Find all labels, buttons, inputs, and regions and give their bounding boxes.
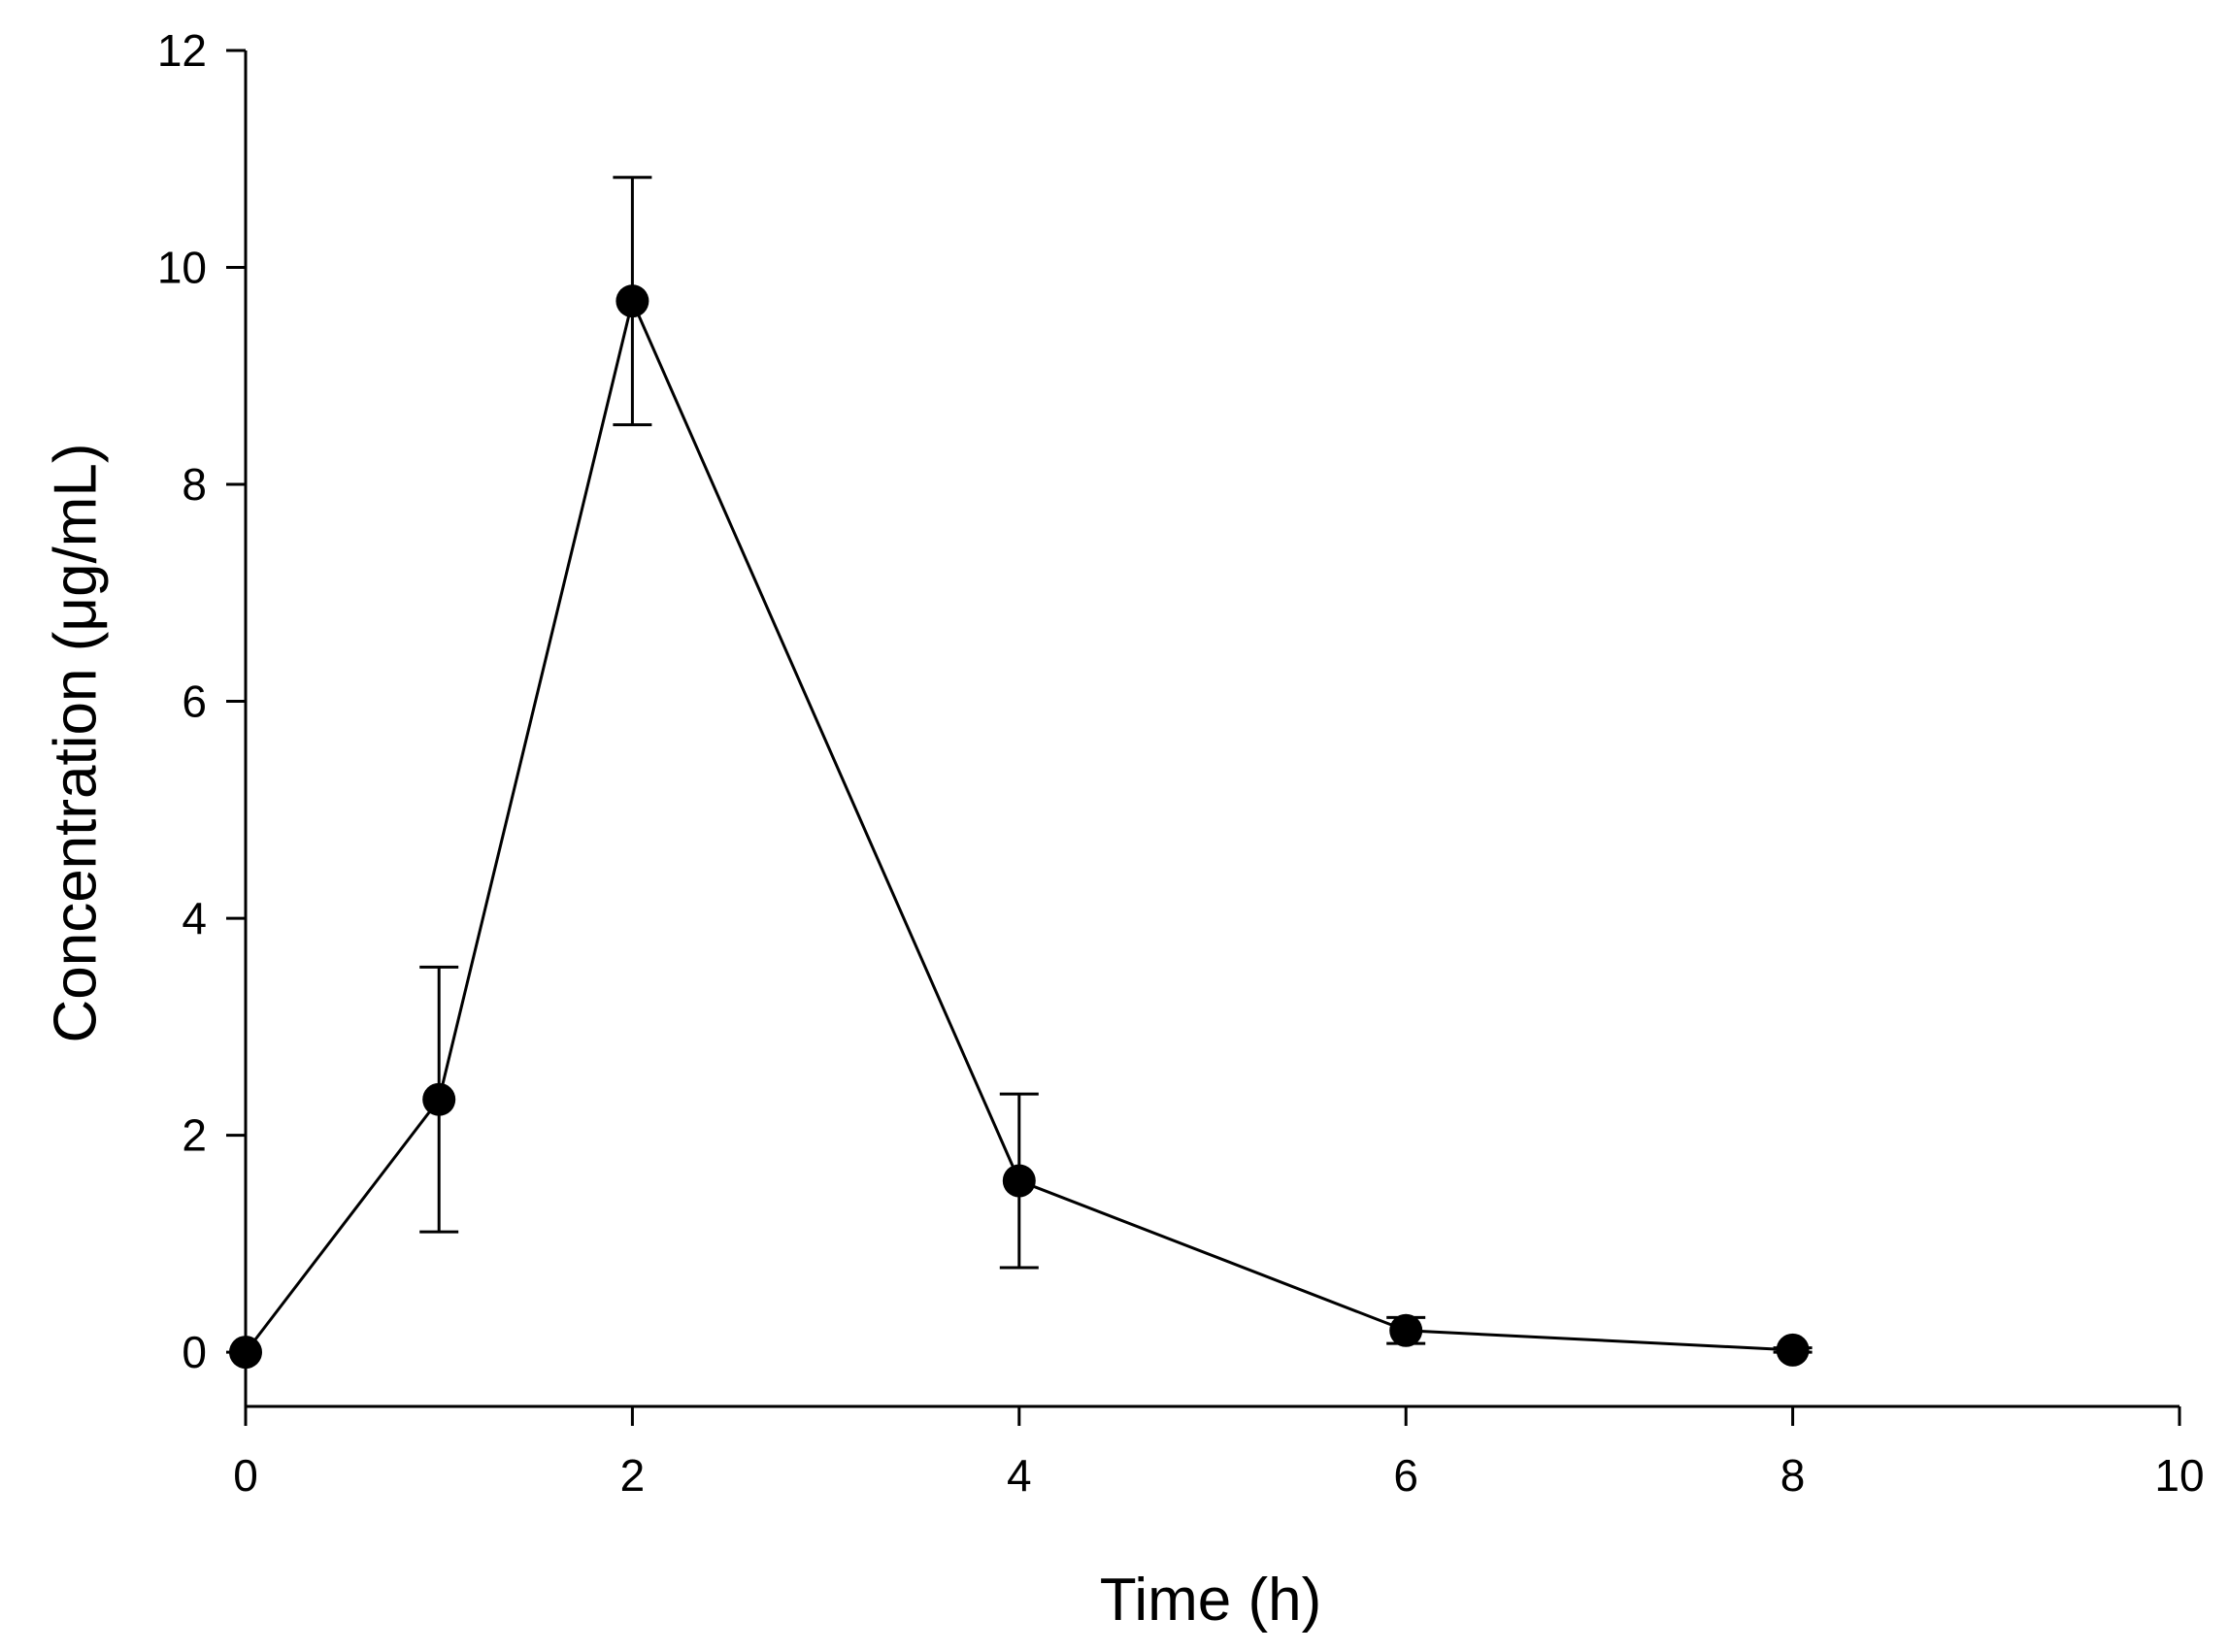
- data-point: [1776, 1333, 1810, 1367]
- x-tick-label: 8: [1780, 1450, 1806, 1501]
- axes: [244, 50, 2179, 1408]
- x-tick-label: 0: [233, 1450, 258, 1501]
- x-tick-label: 2: [620, 1450, 646, 1501]
- data-point: [422, 1082, 456, 1116]
- x-axis-title: Time (h): [1100, 1567, 1321, 1634]
- x-tick-label: 4: [1007, 1450, 1032, 1501]
- series-line: [244, 296, 1793, 1354]
- data-point: [1389, 1313, 1423, 1347]
- y-tick-label: 4: [182, 893, 207, 943]
- y-tick-label: 10: [157, 243, 207, 293]
- y-tick-label: 6: [182, 677, 207, 727]
- data-point: [615, 284, 649, 318]
- data-point: [1002, 1164, 1036, 1198]
- data-point: [229, 1336, 262, 1370]
- y-tick-label: 12: [157, 25, 207, 76]
- y-tick-label: 2: [182, 1110, 207, 1161]
- y-tick-label: 0: [182, 1327, 207, 1377]
- y-ticks: 0 2 4 6 8 10 12: [157, 25, 246, 1377]
- y-axis-title: Concentration (μg/mL): [42, 443, 109, 1042]
- series-group: [229, 176, 1813, 1370]
- x-ticks: 0 2 4 6 8 10: [233, 1406, 2205, 1501]
- x-tick-label: 6: [1393, 1450, 1418, 1501]
- y-tick-label: 8: [182, 459, 207, 510]
- x-tick-label: 10: [2154, 1450, 2204, 1501]
